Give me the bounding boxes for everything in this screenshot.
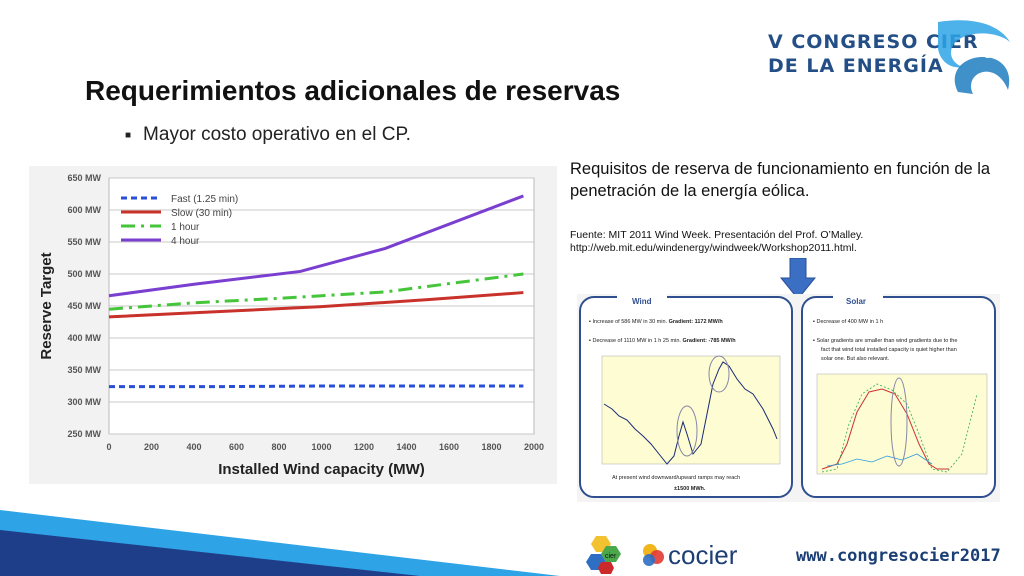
x-tick-label: 800 bbox=[271, 442, 286, 452]
x-tick-label: 200 bbox=[144, 442, 159, 452]
x-tick-label: 1200 bbox=[354, 442, 374, 452]
swirl-logo-icon bbox=[937, 20, 1010, 94]
reserve-chart: 650 MW 600 MW 550 MW 500 MW 450 MW 400 MW 350 … bbox=[29, 166, 557, 484]
wind-series-line bbox=[603, 361, 778, 465]
solar-tab bbox=[833, 294, 883, 308]
bullet-text: Mayor costo operativo en el CP. bbox=[143, 124, 411, 145]
y-tick-label: 450 MW bbox=[67, 301, 101, 311]
series-line-1 bbox=[109, 384, 524, 389]
x-tick-label: 400 bbox=[186, 442, 201, 452]
footer-url: www.congresocier2017 bbox=[796, 546, 1001, 566]
x-tick-label: 1800 bbox=[481, 442, 501, 452]
y-tick-label: 550 MW bbox=[67, 237, 101, 247]
congress-logo-text: V CONGRESO CIER DE LA ENERGÍA bbox=[768, 30, 979, 78]
y-tick-label: 600 MW bbox=[67, 205, 101, 215]
x-axis-label: Installed Wind capacity (MW) bbox=[218, 461, 425, 478]
legend-label-3: 1 hour bbox=[171, 222, 200, 233]
legend-label-2: Slow (30 min) bbox=[171, 208, 232, 219]
logo-line-2: DE LA ENERGÍA bbox=[768, 55, 944, 77]
series-line-2 bbox=[108, 291, 524, 319]
wind-bullet-2: ▪ Decrease of 1110 MW in 1 h 25 min. Gra… bbox=[589, 338, 736, 344]
reserve-chart-svg: 650 MW 600 MW 550 MW 500 MW 450 MW 400 MW 350 … bbox=[38, 173, 544, 478]
cocier-wordmark: cocier bbox=[668, 540, 738, 570]
bullet-item: ■ Mayor costo operativo en el CP. bbox=[125, 124, 411, 146]
cier-label: cier bbox=[605, 553, 617, 560]
down-arrow-icon bbox=[780, 258, 816, 300]
x-tick-label: 2000 bbox=[524, 442, 544, 452]
solar-bullet-2a: ▪ Solar gradients are smaller than wind … bbox=[813, 338, 957, 344]
y-tick-label: 300 MW bbox=[67, 397, 101, 407]
solar-series-blue bbox=[826, 453, 933, 467]
cier-logo-icon: cier bbox=[586, 536, 621, 574]
wind-ramp-highlight-1 bbox=[676, 405, 698, 457]
wind-solar-panels: Wind Solar ▪ Increase of 586 MW in 30 mi… bbox=[577, 294, 1000, 502]
source-url: http://web.mit.edu/windenergy/windweek/W… bbox=[570, 242, 857, 254]
solar-bullet-2c: solar one. But also relevant. bbox=[821, 356, 890, 362]
x-tick-label: 1600 bbox=[439, 442, 459, 452]
legend-label-1: Fast (1.25 min) bbox=[171, 194, 238, 205]
figure-source: Fuente: MIT 2011 Wind Week. Presentación… bbox=[570, 229, 1010, 255]
solar-series-green bbox=[821, 383, 978, 473]
solar-ramp-highlight bbox=[890, 377, 908, 467]
y-axis-label: Reserve Target bbox=[38, 252, 55, 359]
wind-bullet-1: ▪ Increase of 586 MW in 30 min. Gradient… bbox=[589, 319, 723, 325]
panels-svg: Wind Solar ▪ Increase of 586 MW in 30 mi… bbox=[579, 294, 996, 498]
solar-title: Solar bbox=[846, 297, 866, 306]
y-tick-label: 650 MW bbox=[67, 173, 101, 183]
solar-mini-chart bbox=[816, 373, 988, 475]
solar-series-red bbox=[821, 388, 949, 470]
x-tick-label: 1400 bbox=[396, 442, 416, 452]
x-tick-label: 1000 bbox=[311, 442, 331, 452]
solar-bullet-2b: fact that wind total installed capacity … bbox=[821, 347, 957, 353]
wind-ramp-highlight-2 bbox=[708, 355, 730, 393]
x-tick-label: 0 bbox=[106, 442, 111, 452]
solar-bullet-1: ▪ Decrease of 400 MW in 1 h bbox=[813, 319, 883, 325]
cocier-logo-icon bbox=[643, 544, 664, 566]
source-citation: Fuente: MIT 2011 Wind Week. Presentación… bbox=[570, 229, 864, 241]
wind-footer-2: ±1500 MWh. bbox=[674, 486, 706, 492]
footer-wedges bbox=[0, 510, 560, 576]
series-line-3 bbox=[108, 272, 524, 311]
y-tick-label: 500 MW bbox=[67, 269, 101, 279]
wind-tab bbox=[617, 294, 667, 308]
wind-title: Wind bbox=[632, 297, 652, 306]
y-tick-label: 350 MW bbox=[67, 365, 101, 375]
footer-wedge-dark bbox=[0, 530, 420, 576]
square-bullet-icon: ■ bbox=[125, 129, 132, 141]
series-line-4 bbox=[108, 194, 524, 298]
legend-label-4: 4 hour bbox=[171, 236, 200, 247]
y-tick-label: 250 MW bbox=[67, 429, 101, 439]
y-tick-label: 400 MW bbox=[67, 333, 101, 343]
wind-footer-1: At present wind downward/upward ramps ma… bbox=[612, 475, 740, 481]
slide-title: Requerimientos adicionales de reservas bbox=[85, 75, 621, 106]
logo-line-1: V CONGRESO CIER bbox=[768, 31, 979, 53]
x-tick-label: 600 bbox=[229, 442, 244, 452]
figure-caption: Requisitos de reserva de funcionamiento … bbox=[570, 160, 991, 200]
